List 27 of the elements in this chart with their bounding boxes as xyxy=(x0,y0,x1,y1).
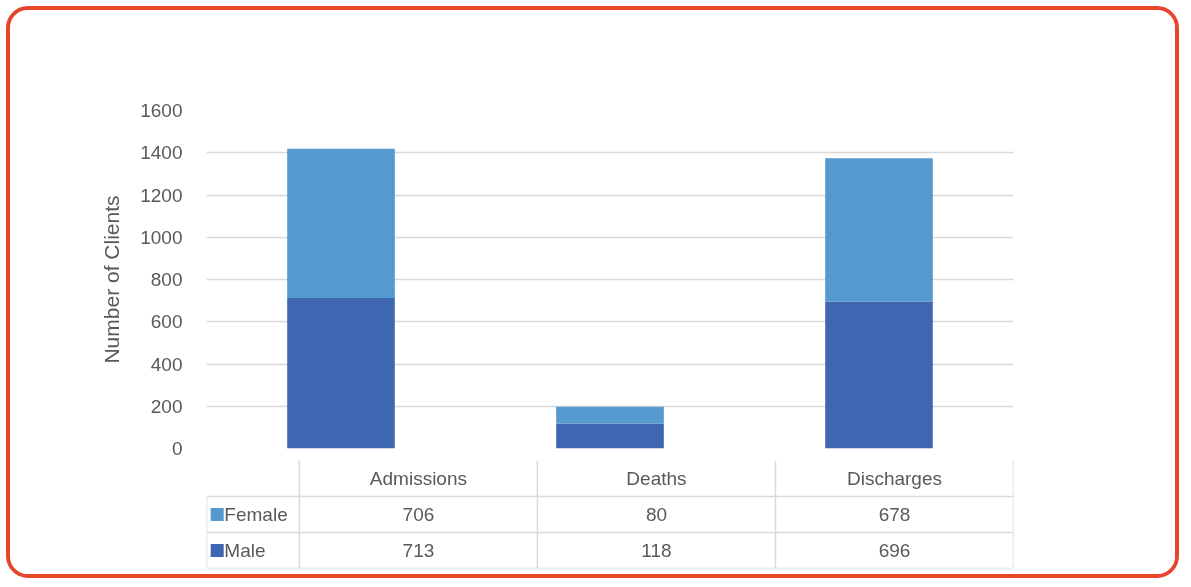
data-label: 713 xyxy=(402,540,435,561)
data-label: 696 xyxy=(878,540,911,561)
y-tick-label: 600 xyxy=(150,311,183,333)
x-tick-label: Admissions xyxy=(369,468,468,489)
y-tick-label: 400 xyxy=(150,353,183,375)
x-tick-label: Deaths xyxy=(626,468,687,489)
legend-label: Male xyxy=(224,540,266,561)
data-label: 678 xyxy=(878,504,911,525)
y-tick-label: 800 xyxy=(150,269,183,290)
data-label: 80 xyxy=(645,504,668,525)
data-label: 706 xyxy=(402,504,435,525)
y-axis-title: Number of Clients xyxy=(100,195,124,364)
data-label: 118 xyxy=(641,540,672,561)
x-tick-label: Discharges xyxy=(846,468,943,489)
y-tick-label: 1000 xyxy=(140,226,183,248)
bar xyxy=(825,158,933,302)
y-tick-label: 0 xyxy=(171,438,183,459)
y-tick-label: 1200 xyxy=(140,184,183,206)
y-tick-label: 200 xyxy=(150,395,183,417)
bar xyxy=(287,297,395,449)
bar xyxy=(287,148,395,298)
y-tick-label: 1600 xyxy=(140,100,183,121)
y-tick-label: 1400 xyxy=(140,142,183,164)
bar xyxy=(556,406,664,424)
legend-label: Female xyxy=(224,504,288,525)
bar xyxy=(556,423,664,449)
bar xyxy=(825,301,933,449)
